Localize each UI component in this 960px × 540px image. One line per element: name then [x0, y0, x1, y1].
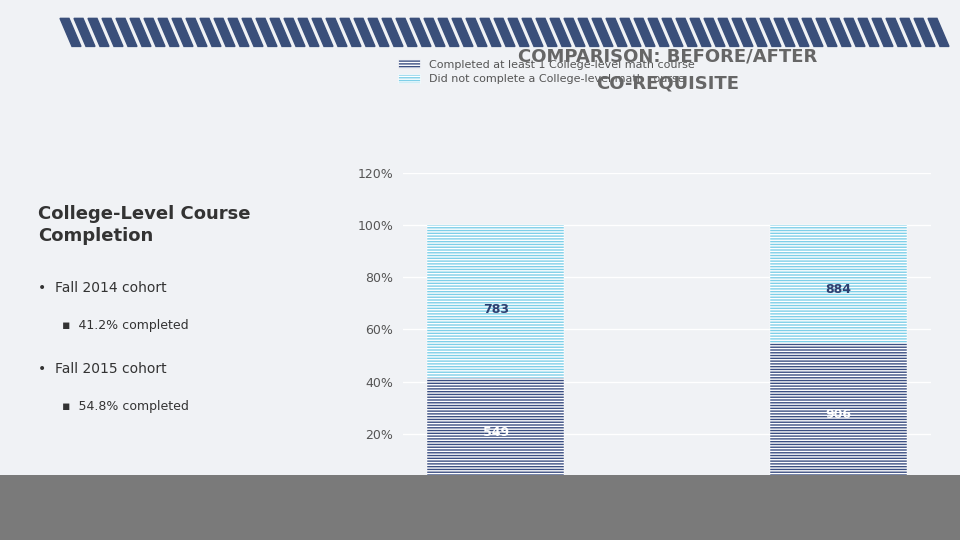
Polygon shape [690, 18, 711, 46]
Polygon shape [480, 18, 501, 46]
Polygon shape [858, 18, 879, 46]
Polygon shape [900, 18, 921, 46]
Polygon shape [144, 18, 165, 46]
Polygon shape [620, 18, 641, 46]
Polygon shape [928, 18, 949, 46]
Polygon shape [634, 18, 655, 46]
Text: •  Fall 2014 cohort: • Fall 2014 cohort [38, 281, 167, 295]
Polygon shape [214, 18, 235, 46]
Polygon shape [844, 18, 865, 46]
Polygon shape [606, 18, 627, 46]
Text: ▪  41.2% completed: ▪ 41.2% completed [62, 319, 189, 332]
Text: 549: 549 [483, 426, 509, 438]
Polygon shape [732, 18, 753, 46]
Polygon shape [186, 18, 207, 46]
Polygon shape [298, 18, 319, 46]
Text: CO-REQUISITE: CO-REQUISITE [596, 75, 738, 93]
Text: ▪  54.8% completed: ▪ 54.8% completed [62, 400, 189, 413]
Text: COMPARISON: BEFORE/AFTER: COMPARISON: BEFORE/AFTER [517, 48, 817, 66]
Polygon shape [830, 18, 851, 46]
Polygon shape [396, 18, 417, 46]
Polygon shape [130, 18, 151, 46]
Polygon shape [508, 18, 529, 46]
Polygon shape [662, 18, 683, 46]
Polygon shape [760, 18, 781, 46]
Legend: Completed at least 1 College-level math course, Did not complete a College-level: Completed at least 1 College-level math … [398, 59, 695, 84]
Polygon shape [172, 18, 193, 46]
Polygon shape [284, 18, 305, 46]
Text: College-Level Course
Completion: College-Level Course Completion [38, 205, 251, 245]
Polygon shape [774, 18, 795, 46]
Polygon shape [228, 18, 249, 46]
Polygon shape [452, 18, 473, 46]
Polygon shape [326, 18, 347, 46]
Polygon shape [676, 18, 697, 46]
Polygon shape [564, 18, 585, 46]
Polygon shape [718, 18, 739, 46]
Polygon shape [312, 18, 333, 46]
Polygon shape [872, 18, 893, 46]
Polygon shape [536, 18, 557, 46]
Polygon shape [270, 18, 291, 46]
Polygon shape [522, 18, 543, 46]
Polygon shape [592, 18, 613, 46]
Polygon shape [368, 18, 389, 46]
Polygon shape [74, 18, 95, 46]
Polygon shape [816, 18, 837, 46]
Bar [427, 225, 564, 379]
Polygon shape [102, 18, 123, 46]
Polygon shape [410, 18, 431, 46]
Polygon shape [340, 18, 361, 46]
Polygon shape [578, 18, 599, 46]
Polygon shape [746, 18, 767, 46]
Polygon shape [704, 18, 725, 46]
Polygon shape [788, 18, 809, 46]
Polygon shape [466, 18, 487, 46]
Text: 783: 783 [483, 303, 509, 316]
Polygon shape [550, 18, 571, 46]
Polygon shape [438, 18, 459, 46]
Polygon shape [802, 18, 823, 46]
Polygon shape [648, 18, 669, 46]
Polygon shape [886, 18, 907, 46]
Polygon shape [256, 18, 277, 46]
Polygon shape [424, 18, 445, 46]
Polygon shape [60, 18, 81, 46]
Polygon shape [382, 18, 403, 46]
Polygon shape [158, 18, 179, 46]
Polygon shape [88, 18, 109, 46]
Polygon shape [494, 18, 515, 46]
Text: •  Fall 2015 cohort: • Fall 2015 cohort [38, 362, 167, 376]
Polygon shape [200, 18, 221, 46]
Bar [770, 343, 907, 486]
Polygon shape [242, 18, 263, 46]
Polygon shape [354, 18, 375, 46]
Bar [770, 225, 907, 343]
Polygon shape [914, 18, 935, 46]
Text: 906: 906 [826, 408, 852, 421]
Text: 884: 884 [826, 284, 852, 296]
Bar [427, 379, 564, 486]
Polygon shape [116, 18, 137, 46]
